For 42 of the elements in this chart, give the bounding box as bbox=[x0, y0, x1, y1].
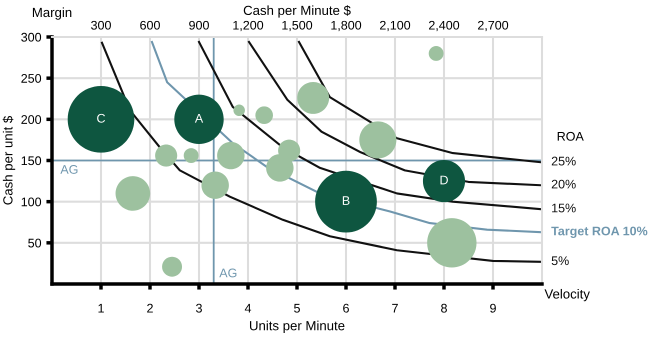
y-tick-label: 100 bbox=[22, 197, 42, 206]
series-label: 15% bbox=[552, 204, 576, 212]
x-tick-label: 8 bbox=[441, 304, 447, 313]
x2-tick-label: 300 bbox=[91, 20, 111, 30]
y-tick-label: 50 bbox=[28, 238, 42, 248]
line-series bbox=[298, 40, 542, 164]
series-label: 25% bbox=[552, 156, 576, 166]
x2-tick-label: 2,400 bbox=[428, 20, 460, 32]
x2-tick-label: 1,800 bbox=[331, 20, 362, 32]
x2-tick-label: 600 bbox=[140, 20, 160, 30]
annotation: A bbox=[194, 114, 204, 123]
series-label: Target ROA 10% bbox=[551, 226, 648, 238]
x2-tick-label: 2,100 bbox=[380, 20, 410, 32]
x2-tick-label: 900 bbox=[189, 20, 209, 30]
x2-tick-label: 1,500 bbox=[282, 20, 312, 32]
ref-line-label: AG bbox=[60, 164, 78, 174]
y-tick-label: 150 bbox=[22, 156, 42, 166]
annotation: C bbox=[97, 114, 106, 123]
x-tick-label: 7 bbox=[392, 304, 398, 313]
text: Margin bbox=[32, 7, 72, 20]
annotation: D bbox=[440, 176, 448, 184]
series-label: 5% bbox=[552, 256, 569, 266]
x-tick-label: 3 bbox=[196, 304, 202, 313]
x-tick-label: 1 bbox=[98, 304, 104, 313]
y-tick-label: 300 bbox=[21, 32, 42, 42]
x-tick-label: 6 bbox=[343, 304, 349, 313]
text: ROA bbox=[558, 132, 584, 141]
x2-tick-label: 1,200 bbox=[233, 20, 264, 32]
x-axis-title: Units per Minute bbox=[250, 320, 344, 333]
annotation: B bbox=[342, 196, 350, 205]
y-tick-label: 250 bbox=[21, 74, 42, 83]
y-axis-title: Cash per unit $ bbox=[2, 116, 16, 205]
text: Velocity bbox=[544, 288, 590, 302]
series-label: 20% bbox=[552, 180, 576, 189]
x2-axis-title: Cash per Minute $ bbox=[244, 5, 351, 18]
x-tick-label: 2 bbox=[147, 304, 153, 313]
x-tick-label: 4 bbox=[244, 304, 252, 313]
y-tick-label: 200 bbox=[21, 115, 42, 124]
x2-tick-label: 2,700 bbox=[478, 20, 508, 32]
x-tick-label: 9 bbox=[490, 304, 496, 313]
x-tick-label: 5 bbox=[294, 304, 300, 313]
ref-line-label: AG bbox=[219, 268, 236, 278]
